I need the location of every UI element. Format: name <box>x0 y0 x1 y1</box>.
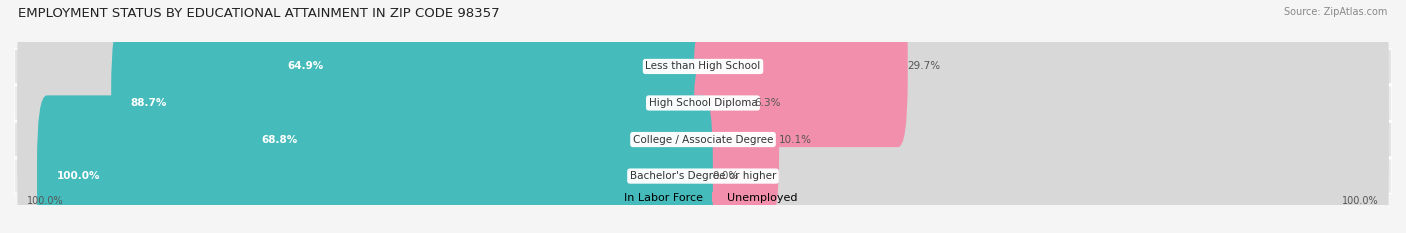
FancyBboxPatch shape <box>17 59 713 220</box>
Text: 88.7%: 88.7% <box>131 98 167 108</box>
FancyBboxPatch shape <box>111 22 713 184</box>
FancyBboxPatch shape <box>17 0 713 147</box>
FancyBboxPatch shape <box>242 59 713 220</box>
Text: 64.9%: 64.9% <box>287 62 323 72</box>
FancyBboxPatch shape <box>693 22 1389 184</box>
Legend: In Labor Force, Unemployed: In Labor Force, Unemployed <box>609 192 797 203</box>
Text: 6.3%: 6.3% <box>754 98 780 108</box>
FancyBboxPatch shape <box>14 159 1392 193</box>
FancyBboxPatch shape <box>693 0 1389 147</box>
Text: 0.0%: 0.0% <box>713 171 740 181</box>
Text: 68.8%: 68.8% <box>262 134 298 144</box>
Text: 100.0%: 100.0% <box>56 171 100 181</box>
FancyBboxPatch shape <box>17 22 713 184</box>
FancyBboxPatch shape <box>267 0 713 147</box>
Text: Bachelor's Degree or higher: Bachelor's Degree or higher <box>630 171 776 181</box>
FancyBboxPatch shape <box>17 96 713 233</box>
FancyBboxPatch shape <box>14 49 1392 84</box>
Text: 100.0%: 100.0% <box>27 196 63 206</box>
Text: 29.7%: 29.7% <box>908 62 941 72</box>
Text: High School Diploma: High School Diploma <box>648 98 758 108</box>
FancyBboxPatch shape <box>14 86 1392 120</box>
Text: 10.1%: 10.1% <box>779 134 813 144</box>
FancyBboxPatch shape <box>693 59 1389 220</box>
FancyBboxPatch shape <box>693 0 908 147</box>
FancyBboxPatch shape <box>693 96 1389 233</box>
FancyBboxPatch shape <box>14 122 1392 157</box>
Text: Source: ZipAtlas.com: Source: ZipAtlas.com <box>1284 7 1388 17</box>
Text: College / Associate Degree: College / Associate Degree <box>633 134 773 144</box>
Text: 100.0%: 100.0% <box>1343 196 1379 206</box>
Text: Less than High School: Less than High School <box>645 62 761 72</box>
FancyBboxPatch shape <box>693 22 754 184</box>
FancyBboxPatch shape <box>37 96 713 233</box>
FancyBboxPatch shape <box>693 59 779 220</box>
Text: EMPLOYMENT STATUS BY EDUCATIONAL ATTAINMENT IN ZIP CODE 98357: EMPLOYMENT STATUS BY EDUCATIONAL ATTAINM… <box>18 7 501 20</box>
